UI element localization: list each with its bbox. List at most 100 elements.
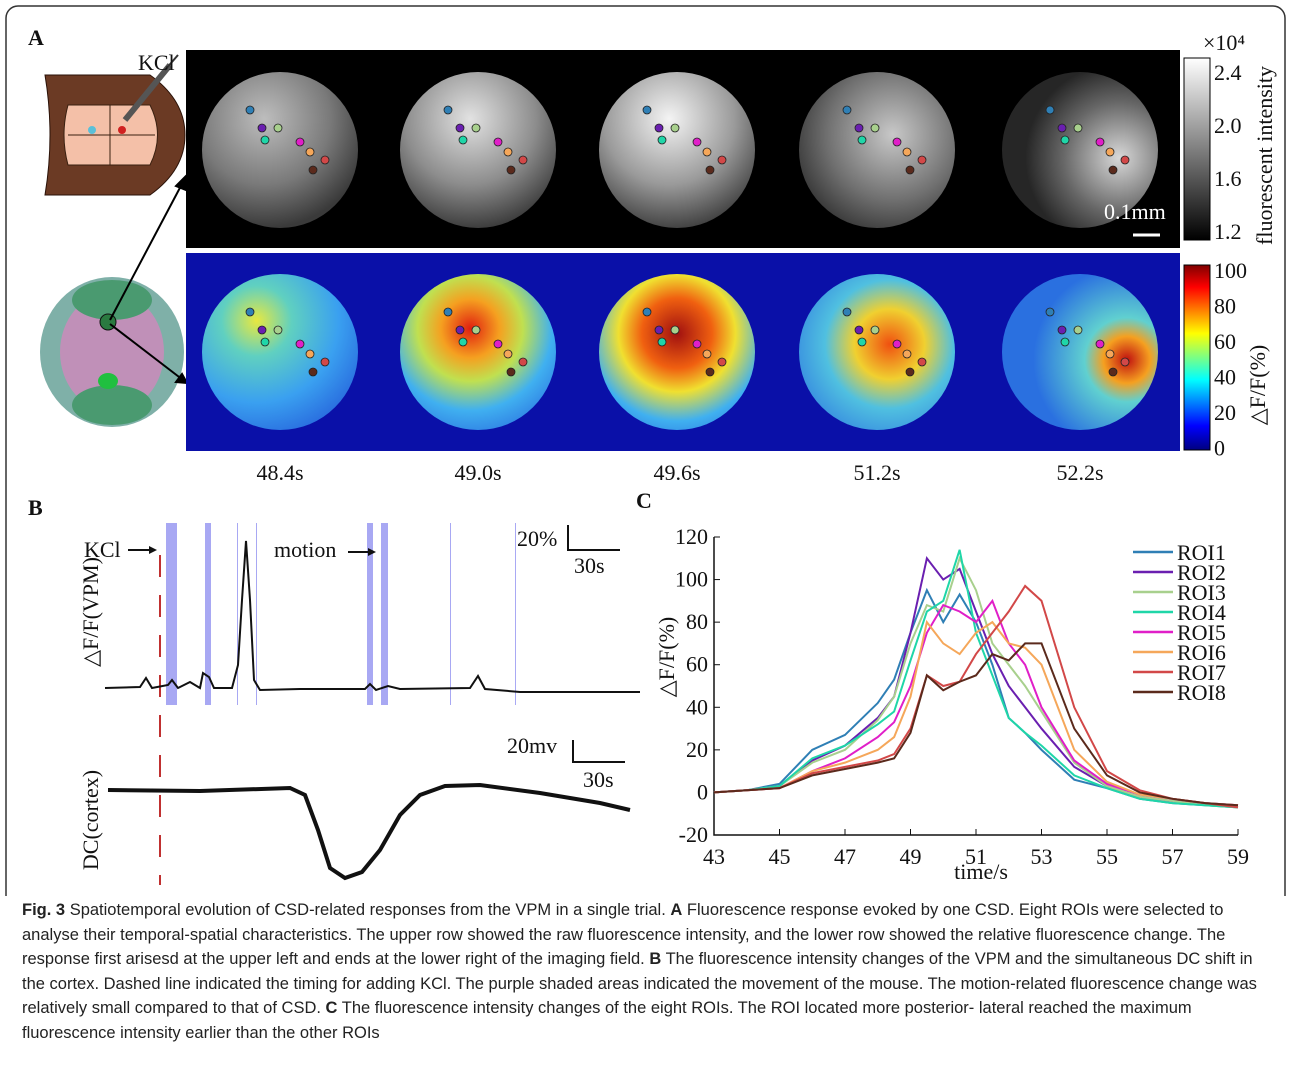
roi-dot xyxy=(693,138,701,146)
roi-dot xyxy=(643,106,651,114)
caption-label: B xyxy=(649,950,661,968)
roi-dot xyxy=(1061,338,1069,346)
df-image xyxy=(599,274,755,430)
time-label: 52.2s xyxy=(1056,460,1103,485)
roi-dot xyxy=(456,124,464,132)
y-tick-label: 40 xyxy=(686,694,708,719)
roi-dot xyxy=(306,350,314,358)
roi-dot xyxy=(871,326,879,334)
y-tick-label: 120 xyxy=(675,524,708,549)
roi-dot xyxy=(306,148,314,156)
roi-dot xyxy=(472,326,480,334)
colorbar-tick: 0 xyxy=(1214,436,1225,461)
x-tick-label: 47 xyxy=(834,844,856,869)
roi-dot xyxy=(321,358,329,366)
colorbar-title: fluorescent intensity xyxy=(1252,66,1277,245)
colorbar-exponent: ×10⁴ xyxy=(1203,30,1245,55)
kcl-label: KCl xyxy=(138,50,175,75)
x-tick-label: 53 xyxy=(1031,844,1053,869)
df-image xyxy=(799,274,955,430)
colorbar-tick: 1.6 xyxy=(1214,166,1242,191)
roi-dot xyxy=(855,326,863,334)
roi-dot xyxy=(504,350,512,358)
roi-dot xyxy=(258,124,266,132)
colorbar-tick: 60 xyxy=(1214,329,1236,354)
roi-dot xyxy=(703,148,711,156)
roi-dot xyxy=(519,358,527,366)
roi-dot xyxy=(718,156,726,164)
x-tick-label: 49 xyxy=(900,844,922,869)
y-tick-label: 0 xyxy=(697,779,708,804)
colorbar-tick: 2.4 xyxy=(1214,60,1242,85)
scale-label: 30s xyxy=(583,767,614,792)
roi-dot xyxy=(459,136,467,144)
colorbar-tick: 40 xyxy=(1214,365,1236,390)
roi-dot xyxy=(296,340,304,348)
x-tick-label: 43 xyxy=(703,844,725,869)
y-axis-label: △F/F(%) xyxy=(654,617,679,697)
colorbar xyxy=(1184,58,1210,240)
roi-dot xyxy=(693,340,701,348)
raw-image xyxy=(202,72,358,228)
raw-image xyxy=(400,72,556,228)
roi-dot xyxy=(1109,368,1117,376)
images xyxy=(202,72,1158,430)
roi-dot xyxy=(643,308,651,316)
roi-dot xyxy=(1121,156,1129,164)
roi-dot xyxy=(444,308,452,316)
df-image xyxy=(1002,274,1158,430)
figure: A KCl 0.1mm ×10⁴ fluorescent intensity △… xyxy=(0,0,1293,896)
df-image xyxy=(400,274,556,430)
roi-dot xyxy=(261,338,269,346)
roi-dot xyxy=(1106,148,1114,156)
roi-dot xyxy=(1074,326,1082,334)
roi-dot xyxy=(1058,124,1066,132)
mouse-head xyxy=(45,55,185,195)
roi-dot xyxy=(658,136,666,144)
x-tick-label: 59 xyxy=(1227,844,1249,869)
time-label: 48.4s xyxy=(256,460,303,485)
roi-dot xyxy=(274,124,282,132)
raw-image xyxy=(599,72,755,228)
roi-dot xyxy=(459,338,467,346)
roi-dot xyxy=(507,166,515,174)
panel-label: A xyxy=(28,25,44,50)
roi-dot xyxy=(1121,358,1129,366)
caption-text: Spatiotemporal evolution of CSD-related … xyxy=(70,901,666,919)
colorbar-tick: 20 xyxy=(1214,400,1236,425)
roi-dot xyxy=(246,308,254,316)
roi-dot xyxy=(655,326,663,334)
y-tick-label: 100 xyxy=(675,567,708,592)
series-line xyxy=(714,558,1238,805)
roi-dot xyxy=(274,326,282,334)
caption-label: A xyxy=(670,901,682,919)
roi-dot xyxy=(655,124,663,132)
roi-dot xyxy=(258,326,266,334)
x-tick-label: 57 xyxy=(1162,844,1184,869)
y-tick-label: 20 xyxy=(686,737,708,762)
scale-bar-label: 0.1mm xyxy=(1104,199,1166,224)
roi-dot xyxy=(309,368,317,376)
scale-label: 20% xyxy=(517,526,557,551)
panel-label: C xyxy=(636,488,652,513)
axes xyxy=(714,537,1238,835)
motion-label: motion xyxy=(274,537,336,562)
roi-dot xyxy=(893,340,901,348)
roi-dot xyxy=(1061,136,1069,144)
scale-label: 20mv xyxy=(507,733,557,758)
roi-dot xyxy=(918,156,926,164)
roi-dot xyxy=(906,368,914,376)
x-tick-label: 45 xyxy=(769,844,791,869)
roi-dot xyxy=(671,326,679,334)
roi-dot xyxy=(893,138,901,146)
caption-label: Fig. 3 xyxy=(22,901,65,919)
roi-dot xyxy=(1109,166,1117,174)
roi-dot xyxy=(858,136,866,144)
roi-dot xyxy=(1046,308,1054,316)
time-label: 49.0s xyxy=(454,460,501,485)
roi-dot xyxy=(671,124,679,132)
roi-dot xyxy=(918,358,926,366)
df-image xyxy=(202,274,358,430)
roi-dot xyxy=(494,340,502,348)
y-label: DC(cortex) xyxy=(78,770,103,870)
